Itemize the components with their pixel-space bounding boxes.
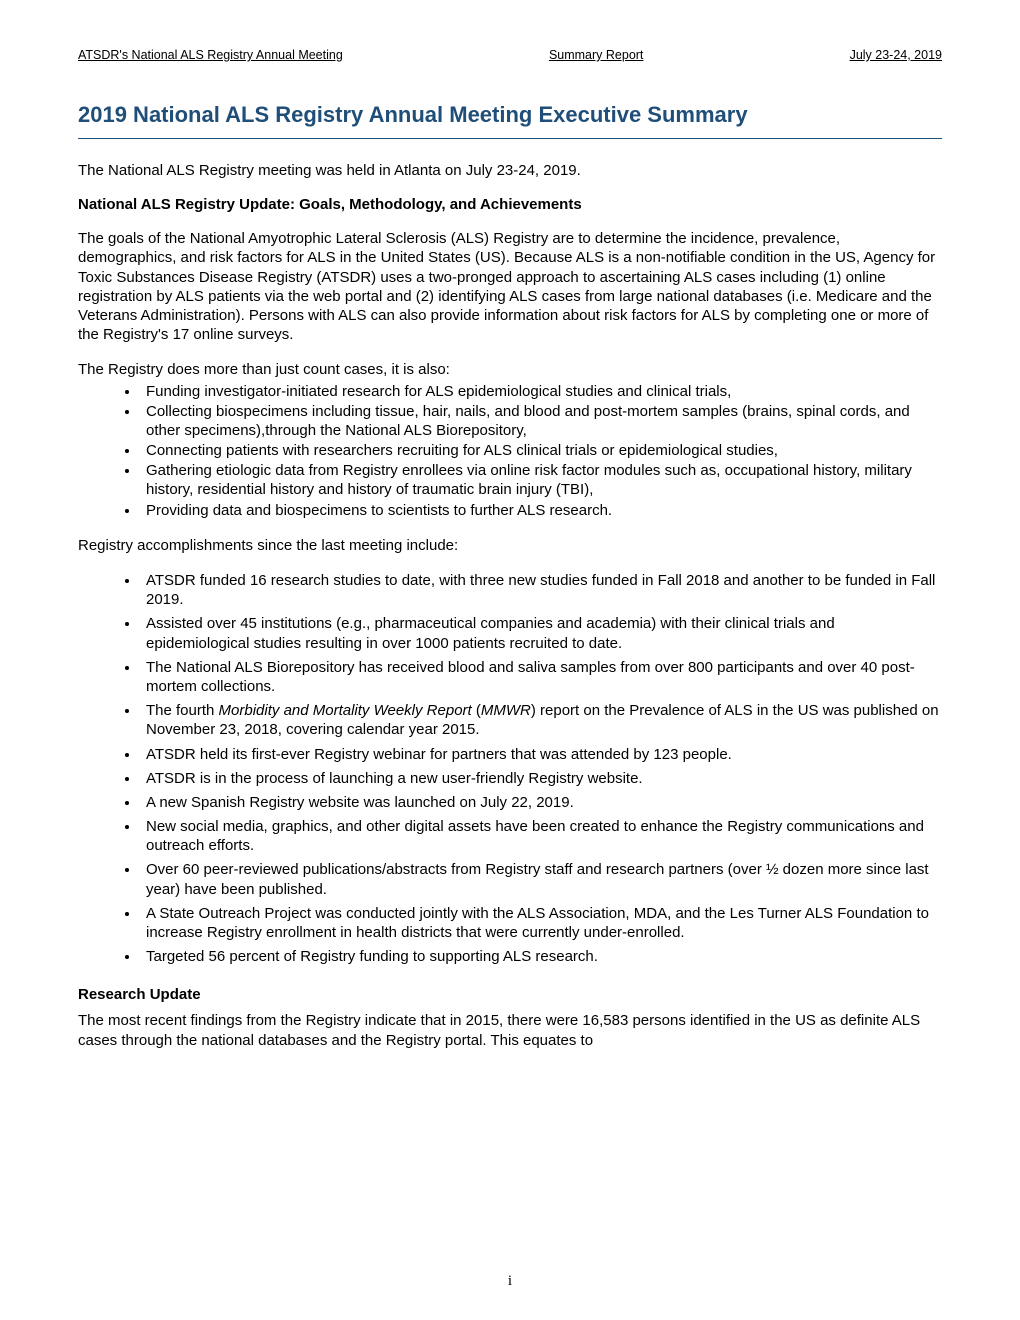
list-item: Over 60 peer-reviewed publications/abstr… bbox=[140, 860, 942, 898]
header-center: Summary Report bbox=[549, 48, 643, 62]
section-heading: Research Update bbox=[78, 986, 942, 1003]
document-page: ATSDR's National ALS Registry Annual Mee… bbox=[0, 0, 1020, 1320]
list-item: ATSDR funded 16 research studies to date… bbox=[140, 571, 942, 609]
list-item: Assisted over 45 institutions (e.g., pha… bbox=[140, 614, 942, 652]
intro-paragraph: The National ALS Registry meeting was he… bbox=[78, 161, 942, 180]
list-item: A new Spanish Registry website was launc… bbox=[140, 793, 942, 812]
section-heading: National ALS Registry Update: Goals, Met… bbox=[78, 196, 942, 213]
body-paragraph: The most recent findings from the Regist… bbox=[78, 1011, 942, 1049]
bullet-list: ATSDR funded 16 research studies to date… bbox=[78, 571, 942, 966]
body-paragraph: The goals of the National Amyotrophic La… bbox=[78, 229, 942, 344]
header-right: July 23-24, 2019 bbox=[850, 48, 942, 62]
title-divider bbox=[78, 138, 942, 139]
list-item: Collecting biospecimens including tissue… bbox=[140, 402, 942, 440]
list-item: Targeted 56 percent of Registry funding … bbox=[140, 947, 942, 966]
list-item: A State Outreach Project was conducted j… bbox=[140, 904, 942, 942]
list-item: Connecting patients with researchers rec… bbox=[140, 441, 942, 460]
list-item: ATSDR is in the process of launching a n… bbox=[140, 769, 942, 788]
page-title: 2019 National ALS Registry Annual Meetin… bbox=[78, 102, 942, 128]
list-item: Gathering etiologic data from Registry e… bbox=[140, 461, 942, 499]
bullet-list: Funding investigator-initiated research … bbox=[78, 382, 942, 520]
list-item: New social media, graphics, and other di… bbox=[140, 817, 942, 855]
list-item: Providing data and biospecimens to scien… bbox=[140, 501, 942, 520]
header-left: ATSDR's National ALS Registry Annual Mee… bbox=[78, 48, 343, 62]
list-item: The National ALS Biorepository has recei… bbox=[140, 658, 942, 696]
list-item: ATSDR held its first-ever Registry webin… bbox=[140, 745, 942, 764]
list-item: Funding investigator-initiated research … bbox=[140, 382, 942, 401]
page-number: i bbox=[0, 1273, 1020, 1290]
body-paragraph: The Registry does more than just count c… bbox=[78, 360, 942, 379]
body-paragraph: Registry accomplishments since the last … bbox=[78, 536, 942, 555]
list-item: The fourth Morbidity and Mortality Weekl… bbox=[140, 701, 942, 739]
page-header: ATSDR's National ALS Registry Annual Mee… bbox=[78, 48, 942, 62]
